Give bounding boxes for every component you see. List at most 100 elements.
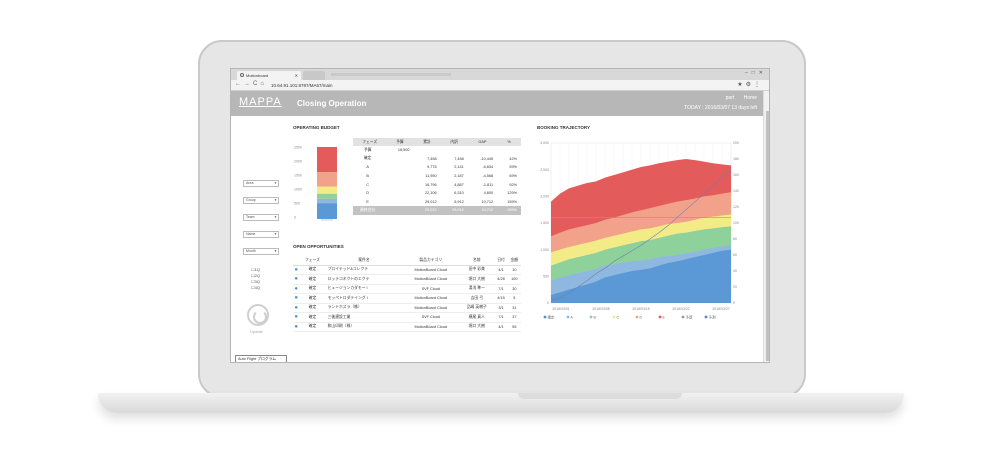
filter-month[interactable]: Month ▼	[243, 248, 279, 255]
browser-tab[interactable]: Motionboard ✕	[237, 71, 301, 80]
checkbox-2q[interactable]: ☐2Q	[251, 273, 260, 278]
tab-title: Motionboard	[246, 73, 269, 78]
opp-cell: 7/1	[494, 312, 508, 323]
opp-cell: 確定	[299, 293, 326, 304]
opp-cell: 4/15	[494, 293, 508, 304]
y2-tick-label: 60	[733, 253, 737, 257]
close-tab-icon[interactable]: ✕	[294, 73, 298, 78]
budget-row: A 9,776 2,141 -6,834 59%	[353, 163, 521, 172]
status-dot-icon: ●	[294, 266, 298, 273]
table-row[interactable]: ● 確定 ラントホズラ（株） MotionBoard Cloud 品嶋 英樹子 3/1 31	[293, 303, 521, 313]
budget-col-header: %	[497, 138, 521, 146]
opp-cell: ラントホズラ（株）	[325, 303, 403, 313]
table-row[interactable]: ● 確定 三後建設工業 SVF Cloud 横尾 真人 7/1 37	[293, 312, 521, 323]
legend-label: A	[571, 315, 574, 319]
window-controls[interactable]: –□✕	[745, 70, 767, 76]
filter-month-label: Month	[246, 249, 256, 253]
budget-cell: 2,141	[454, 165, 464, 170]
budget-cell: 42%	[509, 156, 517, 161]
budget-cell: C	[366, 182, 370, 187]
part-link[interactable]: part	[725, 95, 735, 101]
area-series-確定	[551, 249, 731, 303]
chevron-down-icon: ▼	[274, 198, 277, 202]
filter-area-label: Area	[246, 181, 254, 185]
budget-cell: 最終合計	[353, 206, 387, 215]
budget-y-tick: 1500	[294, 174, 302, 178]
x-tick-label: 2016/03/01	[552, 307, 570, 311]
budget-col-header: 累計	[413, 138, 441, 146]
opp-cell: 確定	[299, 322, 326, 332]
budget-cell: 29,012	[413, 206, 441, 215]
refresh-icon[interactable]	[247, 304, 269, 326]
budget-col-header: 予算	[386, 138, 414, 146]
budget-cell: 59%	[509, 165, 517, 170]
app-header: MAPPA Closing Operation part Home TODAY …	[231, 91, 763, 116]
y2-tick-label: 100	[733, 221, 739, 225]
budget-segment-D	[317, 172, 337, 187]
url-field[interactable]: 10.64.91.101:8787/MA67/main	[271, 83, 333, 88]
y2-tick-label: 80	[733, 237, 737, 241]
budget-cell: A	[366, 165, 369, 170]
filter-area[interactable]: Area ▼	[243, 180, 279, 187]
budget-table: フェーズ 予算 累計 内訳 GAP% 予算 16,500 確定 7,458 7,458 -10,4…	[353, 138, 521, 215]
y-tick-label: 500	[543, 275, 549, 279]
opp-cell: 4/1	[494, 265, 508, 275]
table-row[interactable]: ● 確定 プロイテッド&コレクテ MotionBoard Cloud 田中 彩美 4/1 1…	[293, 265, 521, 275]
status-dot-icon: ●	[294, 276, 298, 283]
checkbox-4q[interactable]: ☐4Q	[251, 285, 260, 290]
budget-cell	[386, 189, 413, 198]
table-row[interactable]: ● 確定 ロッテコネクトのエクテ MotionBoard Cloud 堀口 大樹 4/28…	[293, 274, 521, 285]
status-dot-icon: ●	[294, 314, 298, 321]
app-logo[interactable]: MAPPA	[239, 96, 282, 108]
vertical-scrollbar[interactable]	[763, 91, 769, 362]
opp-cell: ヒュージョンカダモー I	[325, 284, 403, 294]
opp-cell: MotionBoard Cloud	[402, 274, 460, 285]
budget-cell: 29,012	[440, 206, 468, 215]
filter-group[interactable]: Group ▼	[243, 197, 279, 204]
table-row[interactable]: ● 確定 モッペトロダテイング I MotionBoard Cloud 吉田 弓 4/15…	[293, 293, 521, 304]
budget-cell: 29,012	[425, 199, 437, 204]
footer-tab[interactable]: Auto Flight プログラム	[235, 355, 287, 362]
budget-segment-E	[317, 147, 337, 173]
checkbox-1q[interactable]: ☐1Q	[251, 267, 260, 272]
filter-name[interactable]: Name ▼	[243, 231, 279, 238]
extension-icons[interactable]: ★⚙⋮	[737, 82, 763, 88]
opp-cell: 湯浅 準一	[459, 284, 495, 294]
budget-y-tick: 2500	[294, 146, 302, 150]
opp-col-header: 案件名	[325, 257, 403, 266]
budget-cell: 4,800	[483, 191, 494, 196]
new-tab-button[interactable]	[303, 71, 325, 80]
legend-label: 予算	[686, 314, 694, 319]
opp-cell: プロイテッド&コレクテ	[325, 265, 403, 275]
opp-cell: 品嶋 英樹子	[459, 303, 495, 313]
y-tick-label: 3,000	[540, 141, 549, 145]
scrollbar-thumb[interactable]	[766, 111, 769, 361]
budget-cell: 159%	[507, 199, 517, 204]
opp-cell: 3/1	[494, 303, 508, 313]
y-tick-label: 0	[547, 301, 549, 305]
budget-cell: -4,568	[482, 174, 494, 179]
budget-cell: 159%	[497, 206, 521, 215]
status-dot-icon: ●	[294, 304, 298, 311]
budget-cell: 4,887	[454, 182, 464, 187]
y2-tick-label: 20	[733, 285, 737, 289]
budget-segment-A	[317, 198, 337, 204]
forecast-line	[550, 169, 732, 301]
status-dot-icon: ●	[294, 323, 298, 330]
budget-y-tick: 1000	[294, 188, 302, 192]
checkbox-3q[interactable]: ☐3Q	[251, 279, 260, 284]
update-label: Update	[250, 329, 263, 334]
filter-team[interactable]: Team ▼	[243, 214, 279, 221]
budget-y-tick: 500	[294, 202, 300, 206]
table-row[interactable]: ● 確定 和山印刷（株） MotionBoard Cloud 堀口 大樹 4/1 55	[293, 322, 521, 332]
budget-cell: -6,834	[482, 165, 494, 170]
budget-cell: 予算	[363, 147, 372, 152]
opp-cell: モッペトロダテイング I	[325, 293, 403, 304]
home-link[interactable]: Home	[743, 95, 757, 101]
budget-y-tick: 2000	[294, 160, 302, 164]
budget-cell: 7,458	[454, 156, 464, 161]
table-row[interactable]: ● 確定 ヒュージョンカダモー I SVF Cloud 湯浅 準一 7/1 30	[293, 284, 521, 294]
opp-cell: 55	[507, 322, 521, 332]
nav-buttons[interactable]: ←→C⌂	[235, 81, 267, 87]
